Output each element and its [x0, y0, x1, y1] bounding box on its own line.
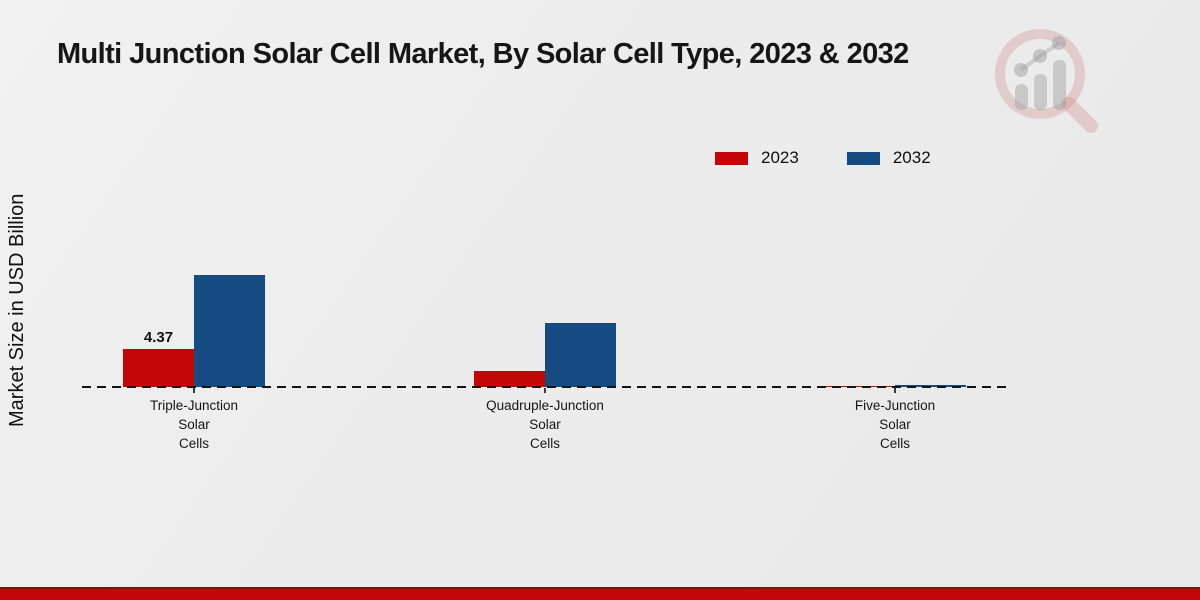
y-axis-label: Market Size in USD Billion — [6, 193, 28, 427]
category-label: Triple-Junction Solar Cells — [149, 398, 239, 451]
bar-value-label: 4.37 — [143, 328, 174, 346]
legend-item-2023: 2023 — [715, 148, 799, 168]
x-axis-tick — [544, 388, 546, 393]
legend-label-2032: 2032 — [892, 148, 931, 167]
logo-watermark — [995, 29, 1098, 133]
chart-title: Multi Junction Solar Cell Market, By Sol… — [57, 38, 909, 70]
bar-2032-cat1 — [545, 322, 616, 387]
bar-2023-cat1 — [474, 371, 545, 387]
x-axis-baseline — [82, 386, 1008, 388]
category-label: Quadruple-Junction Solar Cells — [486, 398, 604, 451]
bar-2023-cat0 — [123, 348, 194, 387]
legend-item-2032: 2032 — [846, 148, 931, 168]
legend-swatch-2023 — [715, 151, 748, 165]
x-axis-tick — [894, 388, 896, 393]
category-label: Five-Junction Solar Cells — [854, 398, 936, 451]
bar-2032-cat0 — [194, 275, 265, 387]
legend-swatch-2032 — [846, 151, 880, 165]
legend: 2023 2032 — [715, 148, 931, 168]
legend-label-2023: 2023 — [761, 148, 799, 167]
bottom-red-strip — [0, 587, 1200, 600]
x-axis-tick — [193, 388, 195, 393]
